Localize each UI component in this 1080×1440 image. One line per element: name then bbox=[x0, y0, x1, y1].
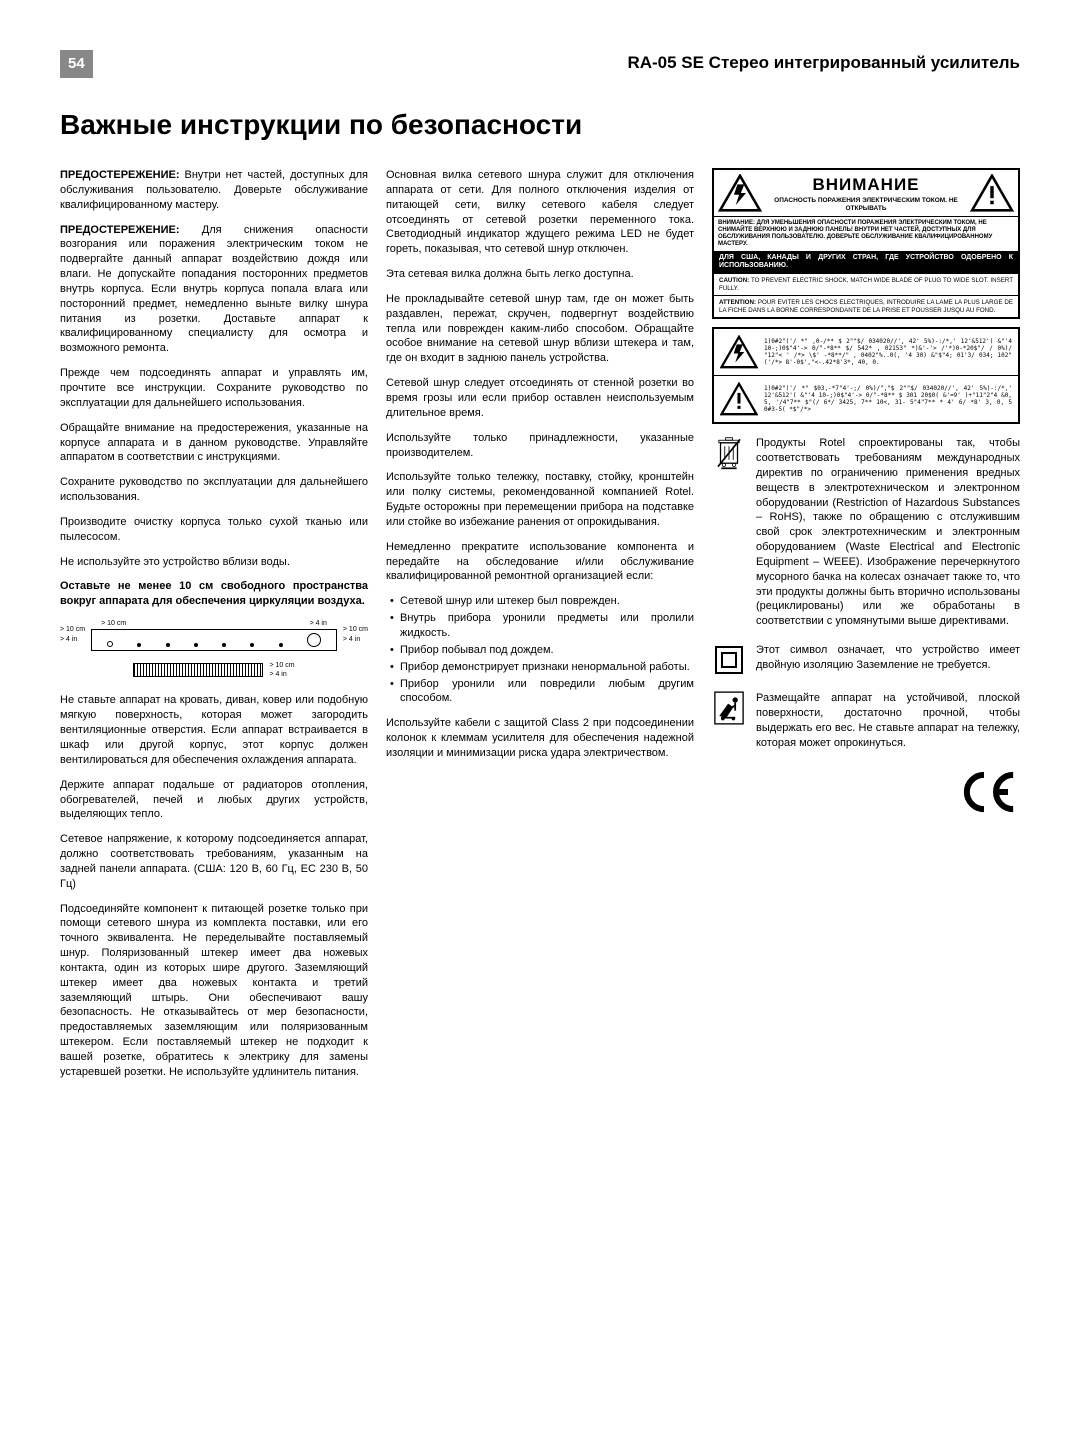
list-item: Прибор уронили или повредили любым други… bbox=[386, 677, 694, 707]
para: Основная вилка сетевого шнура служит для… bbox=[386, 168, 694, 257]
column-1: ПРЕДОСТЕРЕЖЕНИЕ: Внутри нет частей, дост… bbox=[60, 168, 368, 1090]
para: Производите очистку корпуса только сухой… bbox=[60, 515, 368, 545]
exclamation-triangle-icon bbox=[720, 382, 758, 416]
para: ПРЕДОСТЕРЕЖЕНИЕ: Внутри нет частей, дост… bbox=[60, 168, 368, 213]
warning-note: ВНИМАНИЕ: ДЛЯ УМЕНЬШЕНИЯ ОПАСНОСТИ ПОРАЖ… bbox=[714, 216, 1018, 251]
cart-block: Размещайте аппарат на устойчивой, плоско… bbox=[712, 691, 1020, 750]
lightning-triangle-icon bbox=[720, 335, 758, 369]
column-3: ВНИМАНИЕ ОПАСНОСТЬ ПОРАЖЕНИЯ ЭЛЕКТРИЧЕСК… bbox=[712, 168, 1020, 1090]
attention-text: ATTENTION: POUR EVITER LES CHOCS ELECTRI… bbox=[714, 295, 1018, 317]
caution-text: CAUTION: TO PREVENT ELECTRIC SHOCK, MATC… bbox=[714, 273, 1018, 295]
para: Сохраните руководство по эксплуатации дл… bbox=[60, 475, 368, 505]
lightning-triangle-icon bbox=[718, 174, 762, 212]
para-bold: Оставьте не менее 10 см свободного прост… bbox=[60, 579, 368, 609]
para: Используйте только принадлежности, указа… bbox=[386, 431, 694, 461]
double-insulation-icon bbox=[712, 643, 746, 677]
list-item: Прибор побывал под дождем. bbox=[386, 643, 694, 658]
ce-mark-icon bbox=[712, 770, 1020, 819]
list-item: Сетевой шнур или штекер был поврежден. bbox=[386, 594, 694, 609]
para: Сетевой шнур следует отсоединять от стен… bbox=[386, 376, 694, 421]
double-insulation-block: Этот символ означает, что устройство име… bbox=[712, 643, 1020, 677]
exclamation-triangle-icon bbox=[970, 174, 1014, 212]
main-heading: Важные инструкции по безопасности bbox=[60, 106, 1020, 144]
para: Немедленно прекратите использование комп… bbox=[386, 540, 694, 585]
rohs-block: Продукты Rotel спроектированы так, чтобы… bbox=[712, 436, 1020, 629]
para: Сетевое напряжение, к которому подсоедин… bbox=[60, 832, 368, 891]
para: Прежде чем подсоединять аппарат и управл… bbox=[60, 366, 368, 411]
product-title: RA-05 SE Стерео интегрированный усилител… bbox=[627, 52, 1020, 75]
clearance-diagram: > 10 cm> 4 in > 10 cm> 4 in > 10 cm> 4 i… bbox=[60, 619, 368, 679]
para: Не используйте это устройство вблизи вод… bbox=[60, 555, 368, 570]
para: Держите аппарат подальше от радиаторов о… bbox=[60, 778, 368, 823]
para: Подсоединяйте компонент к питающей розет… bbox=[60, 902, 368, 1080]
page-number: 54 bbox=[60, 50, 93, 78]
side-view-icon bbox=[133, 663, 263, 677]
warning-subtitle: ОПАСНОСТЬ ПОРАЖЕНИЯ ЭЛЕКТРИЧЕСКИМ ТОКОМ.… bbox=[766, 197, 966, 211]
page-header: 54 RA-05 SE Стерео интегрированный усили… bbox=[60, 50, 1020, 78]
para: Обращайте внимание на предостережения, у… bbox=[60, 421, 368, 466]
para: Эта сетевая вилка должна быть легко дост… bbox=[386, 267, 694, 282]
weee-bin-icon bbox=[712, 436, 746, 629]
damage-list: Сетевой шнур или штекер был поврежден. В… bbox=[386, 594, 694, 706]
para: ПРЕДОСТЕРЕЖЕНИЕ: Для снижения опасности … bbox=[60, 223, 368, 357]
cart-text: Размещайте аппарат на устойчивой, плоско… bbox=[756, 691, 1020, 750]
rohs-text: Продукты Rotel спроектированы так, чтобы… bbox=[756, 436, 1020, 629]
warning-panel: ВНИМАНИЕ ОПАСНОСТЬ ПОРАЖЕНИЯ ЭЛЕКТРИЧЕСК… bbox=[712, 168, 1020, 319]
cart-tip-icon bbox=[712, 691, 746, 750]
column-2: Основная вилка сетевого шнура служит для… bbox=[386, 168, 694, 1090]
para: Используйте только тележку, поставку, ст… bbox=[386, 470, 694, 529]
para: Не ставьте аппарат на кровать, диван, ко… bbox=[60, 693, 368, 767]
list-item: Прибор демонстрирует признаки ненормальн… bbox=[386, 660, 694, 675]
warning-title: ВНИМАНИЕ bbox=[766, 174, 966, 197]
warning-region: ДЛЯ США, КАНАДЫ И ДРУГИХ СТРАН, ГДЕ УСТР… bbox=[714, 251, 1018, 274]
tri-text-1: 1)0#2"('/ *" ,0-/** $ 2""$/ 034020//', 4… bbox=[764, 338, 1012, 367]
tri-text-2: 1)0#2"('/ *" $03,-*7"4'-;/ 0%)/","$ 2""$… bbox=[764, 385, 1012, 414]
para: Не прокладывайте сетевой шнур там, где о… bbox=[386, 292, 694, 366]
content-columns: ПРЕДОСТЕРЕЖЕНИЕ: Внутри нет частей, дост… bbox=[60, 168, 1020, 1090]
double-ins-text: Этот символ означает, что устройство име… bbox=[756, 643, 1020, 677]
front-view-icon bbox=[91, 629, 337, 651]
para: Используйте кабели с защитой Class 2 при… bbox=[386, 716, 694, 761]
list-item: Внутрь прибора уронили предметы или прол… bbox=[386, 611, 694, 641]
triangle-explain-box: 1)0#2"('/ *" ,0-/** $ 2""$/ 034020//', 4… bbox=[712, 327, 1020, 424]
